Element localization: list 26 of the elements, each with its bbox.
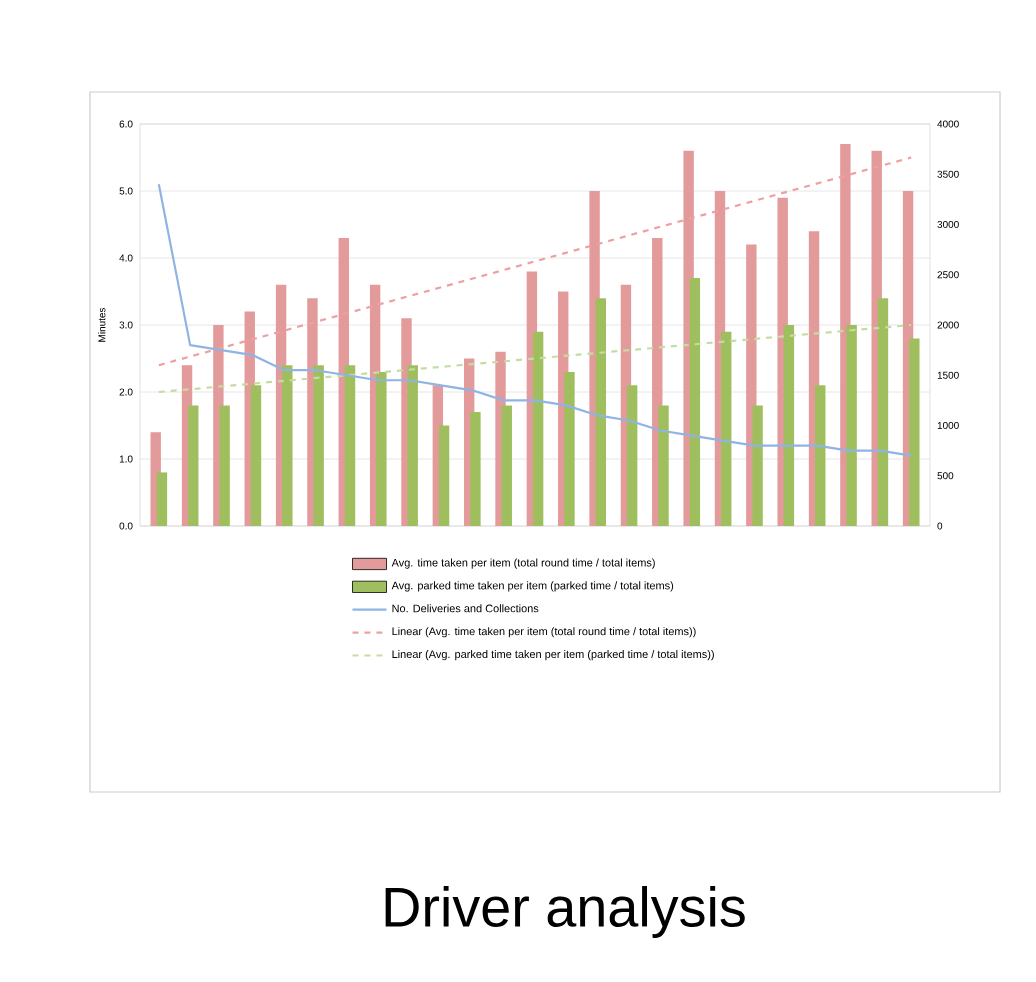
bar [564, 371, 575, 526]
bar [250, 385, 262, 526]
bar [282, 365, 293, 526]
bar [501, 405, 512, 526]
bar [376, 371, 387, 526]
bar [532, 331, 544, 526]
bar [877, 298, 889, 526]
bar [188, 405, 199, 526]
bar [815, 385, 826, 526]
bar [595, 298, 607, 526]
bar [156, 472, 168, 526]
bar [470, 412, 481, 526]
bar [344, 365, 356, 526]
bar [689, 278, 701, 526]
bar [752, 405, 763, 526]
bar [407, 365, 418, 526]
text: Driver analysis [385, 886, 745, 938]
bar [626, 385, 638, 526]
bar [219, 405, 230, 526]
bar [846, 325, 857, 526]
bar [313, 365, 324, 526]
bar [721, 331, 732, 526]
bar [783, 325, 795, 526]
bar [438, 425, 450, 526]
bar [658, 405, 669, 526]
bar [909, 338, 920, 526]
